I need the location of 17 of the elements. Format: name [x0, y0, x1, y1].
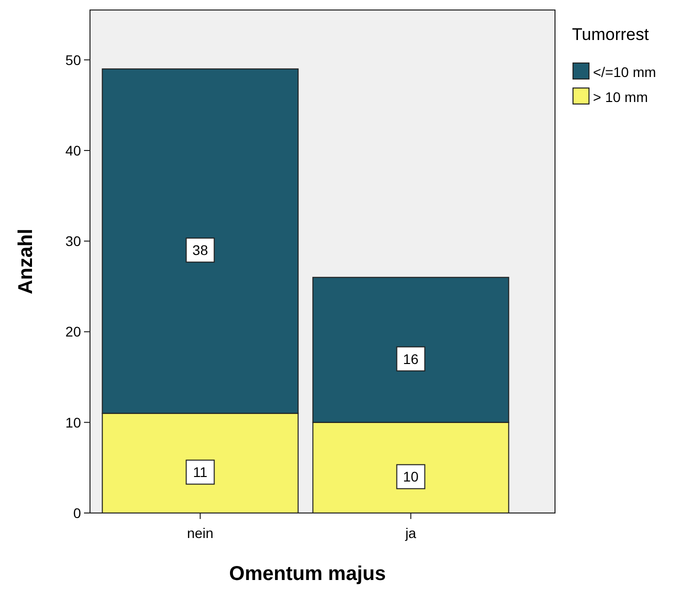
y-tick-label: 10: [65, 414, 82, 430]
legend-label: </=10 mm: [593, 64, 656, 80]
x-tick-label: ja: [404, 525, 416, 541]
data-label: 38: [192, 242, 208, 258]
legend-title: Tumorrest: [572, 25, 650, 44]
data-label: 16: [402, 350, 419, 367]
y-tick-label: 50: [65, 52, 82, 68]
y-tick-label: 0: [73, 505, 82, 521]
data-label: 10: [402, 468, 419, 485]
y-tick-label: 30: [65, 233, 82, 250]
y-tick-label: 20: [65, 324, 82, 340]
legend-label: > 10 mm: [593, 89, 648, 105]
y-tick-label: 40: [65, 142, 82, 158]
data-label: 11: [192, 464, 208, 480]
y-axis-title: Anzahl: [15, 228, 37, 294]
x-axis-title: Omentum majus: [229, 563, 386, 585]
x-tick-label: nein: [186, 525, 214, 541]
